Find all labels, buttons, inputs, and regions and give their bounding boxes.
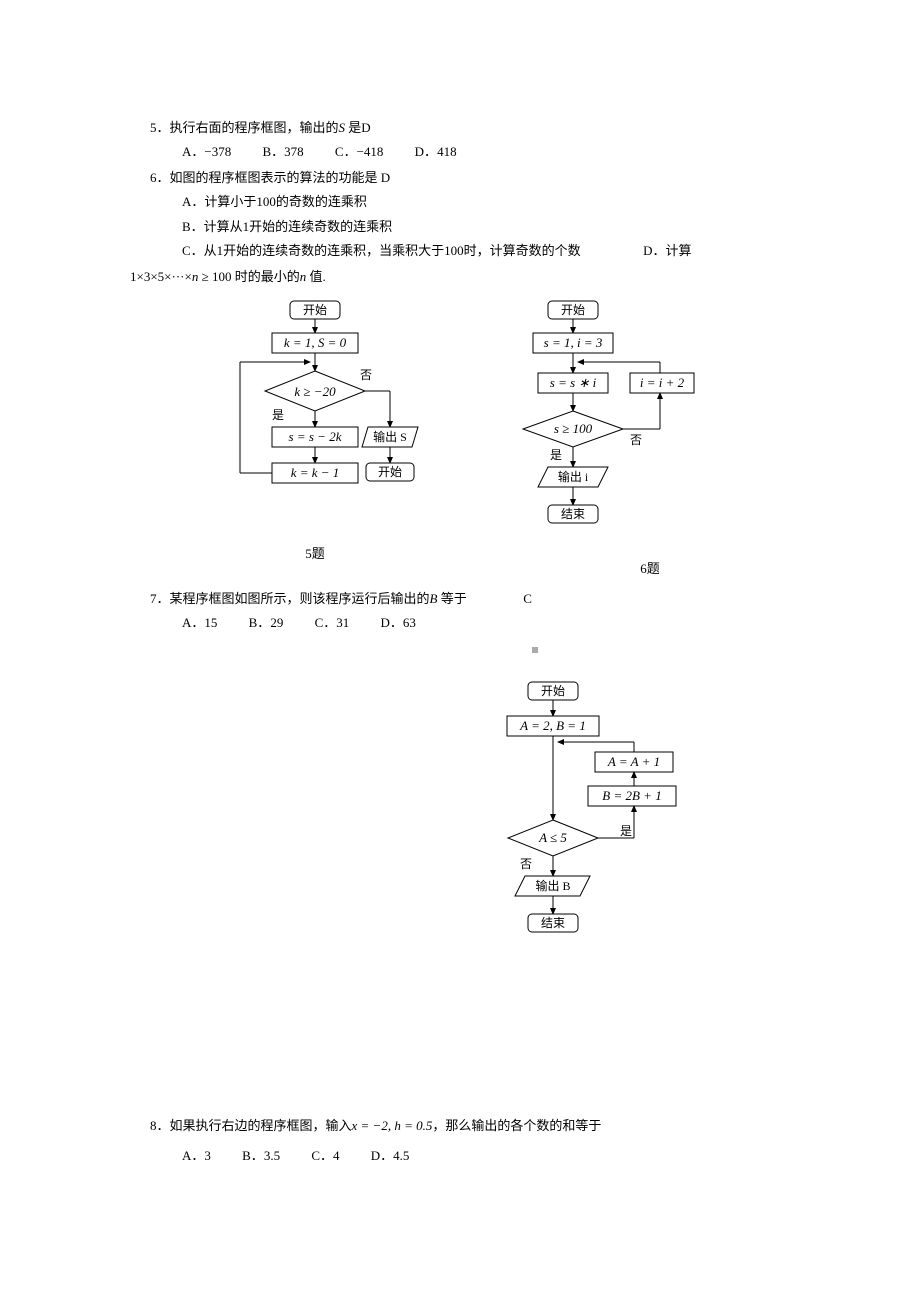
q5-options: A．−378 B．378 C．−418 D．418: [150, 142, 920, 162]
q8-suffix: ，那么输出的各个数的和等于: [432, 1118, 601, 1133]
fig7-incA: A = A + 1: [607, 754, 660, 769]
q6-opt-d: D．计算: [643, 243, 691, 258]
q7-opt-b-val: 29: [270, 615, 283, 630]
q5-opt-a: A．−378: [182, 142, 231, 162]
q7-options: A．15 B．29 C．31 D．63: [150, 613, 920, 633]
q6-opt-c: C．从1开始的连续奇数的连乘积，当乘积大于100时，计算奇数的个数: [182, 243, 581, 258]
fig5-flowchart: 开始 k = 1, S = 0 k ≥ −20 是 否 s = s − 2k k…: [210, 299, 420, 534]
q6-opt-a: A．计算小于100的奇数的连乘积: [150, 192, 920, 212]
fig7-wrap: 开始 A = 2, B = 1 A = A + 1 B = 2B + 1 A ≤…: [470, 680, 920, 956]
fig5-step2: k = k − 1: [291, 465, 340, 480]
q7-opt-a: A．15: [182, 613, 217, 633]
q5-suffix: 是D: [345, 120, 371, 135]
fig6-cond: s ≥ 100: [554, 421, 593, 436]
fig5-out: 输出 S: [373, 429, 407, 444]
q6-tail-suffix: 时的最小的: [231, 269, 299, 284]
page-marker: [150, 640, 920, 660]
q5-opt-d: D．418: [415, 142, 457, 162]
figures-5-6-row: 开始 k = 1, S = 0 k ≥ −20 是 否 s = s − 2k k…: [150, 299, 920, 579]
q5-text: 5．执行右面的程序框图，输出的S 是D: [150, 118, 920, 138]
q7-opt-c-val: 31: [336, 615, 349, 630]
fig5-start: 开始: [303, 303, 327, 317]
fig6-caption: 6题: [590, 559, 710, 579]
q5-opt-a-val: −378: [204, 144, 231, 159]
q7-opt-b: B．29: [249, 613, 284, 633]
q7-prefix: 7．某程序框图如图所示，则该程序运行后输出的: [150, 591, 430, 606]
q7-answer: C: [523, 591, 532, 606]
fig6-mul: s = s ∗ i: [550, 375, 597, 390]
q8-opt-d: D．4.5: [371, 1146, 410, 1166]
fig7-init: A = 2, B = 1: [519, 718, 586, 733]
fig6-flowchart: 开始 s = 1, i = 3 s = s ∗ i s ≥ 100 是 否 i …: [490, 299, 710, 549]
q6-tail-end: 值.: [306, 269, 326, 284]
q8-opt-b: B．3.5: [242, 1146, 280, 1166]
fig5-cond: k ≥ −20: [294, 384, 336, 399]
q8-prefix: 8．如果执行右边的程序框图，输入: [150, 1118, 352, 1133]
q6-opt-cd: C．从1开始的连续奇数的连乘积，当乘积大于100时，计算奇数的个数 D．计算: [150, 241, 920, 261]
q8-opt-b-val: 3.5: [264, 1148, 280, 1163]
q6-text: 6．如图的程序框图表示的算法的功能是 D: [150, 168, 920, 188]
fig7-start: 开始: [541, 684, 565, 698]
fig6-inc: i = i + 2: [640, 375, 685, 390]
q7-suffix: 等于: [437, 591, 466, 606]
fig7-out: 输出 B: [535, 878, 570, 893]
fig6-out: 输出 i: [558, 469, 589, 484]
q5-opt-c-val: −418: [357, 144, 384, 159]
q8-text: 8．如果执行右边的程序框图，输入x = −2, h = 0.5，那么输出的各个数…: [150, 1116, 920, 1136]
q8-opt-a: A．3: [182, 1146, 211, 1166]
q6-tail-prefix: 1×3×5×···×: [130, 269, 192, 284]
fig7-end: 结束: [541, 916, 565, 930]
fig5-yes: 是: [272, 408, 284, 422]
fig5-step1: s = s − 2k: [289, 429, 342, 444]
fig6-end: 结束: [561, 507, 585, 521]
fig6-col: 开始 s = 1, i = 3 s = s ∗ i s ≥ 100 是 否 i …: [490, 299, 710, 579]
page: 5．执行右面的程序框图，输出的S 是D A．−378 B．378 C．−418 …: [0, 0, 920, 1166]
q8-vars: x = −2, h = 0.5: [352, 1118, 433, 1133]
fig6-init: s = 1, i = 3: [544, 335, 603, 350]
q5-opt-d-val: 418: [437, 144, 457, 159]
q7-opt-d-val: 63: [403, 615, 416, 630]
q6-tail-cmp: ≥ 100: [198, 269, 231, 284]
q8-opt-c: C．4: [311, 1146, 339, 1166]
q5-opt-b: B．378: [262, 142, 303, 162]
fig5-caption: 5题: [210, 544, 420, 564]
q8-opt-a-val: 3: [204, 1148, 211, 1163]
q5-opt-b-val: 378: [284, 144, 304, 159]
q7-opt-a-val: 15: [204, 615, 217, 630]
q6-tail: 1×3×5×···×n ≥ 100 时的最小的n 值.: [130, 267, 920, 287]
fig7-stepB: B = 2B + 1: [602, 788, 661, 803]
fig7-cond: A ≤ 5: [538, 830, 567, 845]
fig6-yes: 是: [550, 448, 562, 462]
q8-options: A．3 B．3.5 C．4 D．4.5: [150, 1146, 920, 1166]
q7-text: 7．某程序框图如图所示，则该程序运行后输出的B 等于 C: [150, 589, 920, 609]
fig5-col: 开始 k = 1, S = 0 k ≥ −20 是 否 s = s − 2k k…: [210, 299, 420, 579]
fig7-yes: 是: [620, 824, 632, 838]
fig7-no: 否: [520, 857, 532, 871]
fig5-end: 开始: [378, 465, 402, 479]
q8-opt-d-val: 4.5: [393, 1148, 409, 1163]
fig7-flowchart: 开始 A = 2, B = 1 A = A + 1 B = 2B + 1 A ≤…: [470, 680, 690, 950]
fig6-start: 开始: [561, 303, 585, 317]
q7-opt-d: D．63: [380, 613, 415, 633]
fig5-no: 否: [360, 368, 372, 382]
q7-opt-c: C．31: [315, 613, 350, 633]
fig5-init: k = 1, S = 0: [284, 335, 347, 350]
q8-opt-c-val: 4: [333, 1148, 340, 1163]
q5-opt-c: C．−418: [335, 142, 384, 162]
q6-opt-b: B．计算从1开始的连续奇数的连乘积: [150, 217, 920, 237]
q5-prefix: 5．执行右面的程序框图，输出的: [150, 120, 339, 135]
fig6-no: 否: [630, 433, 642, 447]
